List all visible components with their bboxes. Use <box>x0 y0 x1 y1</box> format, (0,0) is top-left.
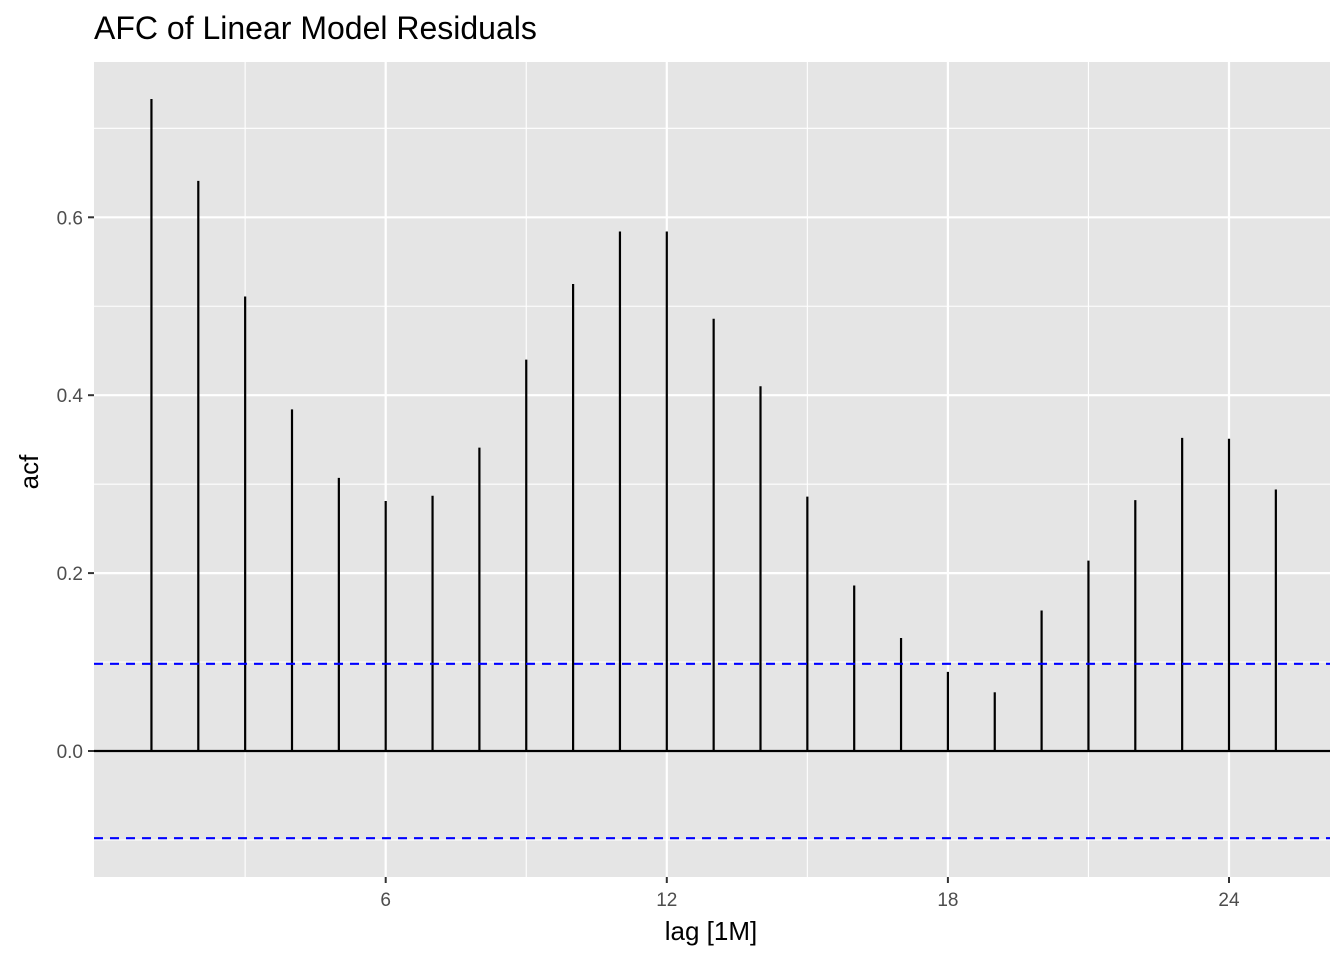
x-tick-label: 12 <box>656 890 677 911</box>
y-tick-label: 0.4 <box>57 386 84 407</box>
x-tick-label: 24 <box>1218 890 1240 911</box>
y-axis-ticks: 0.0 0.2 0.4 0.6 <box>57 208 94 763</box>
y-tick-label: 0.2 <box>57 564 83 585</box>
x-tick-label: 18 <box>937 890 958 911</box>
y-tick-label: 0.6 <box>57 208 83 229</box>
x-tick-label: 6 <box>380 890 391 911</box>
y-axis-title: acf <box>14 454 44 489</box>
x-axis-ticks: 6 12 18 24 <box>380 877 1240 911</box>
plot-panel <box>94 62 1330 877</box>
x-axis-title: lag [1M] <box>665 916 758 946</box>
chart-title: AFC of Linear Model Residuals <box>94 10 537 46</box>
acf-bars <box>150 98 1277 751</box>
y-tick-label: 0.0 <box>57 742 83 763</box>
minor-gridlines <box>94 62 1330 877</box>
